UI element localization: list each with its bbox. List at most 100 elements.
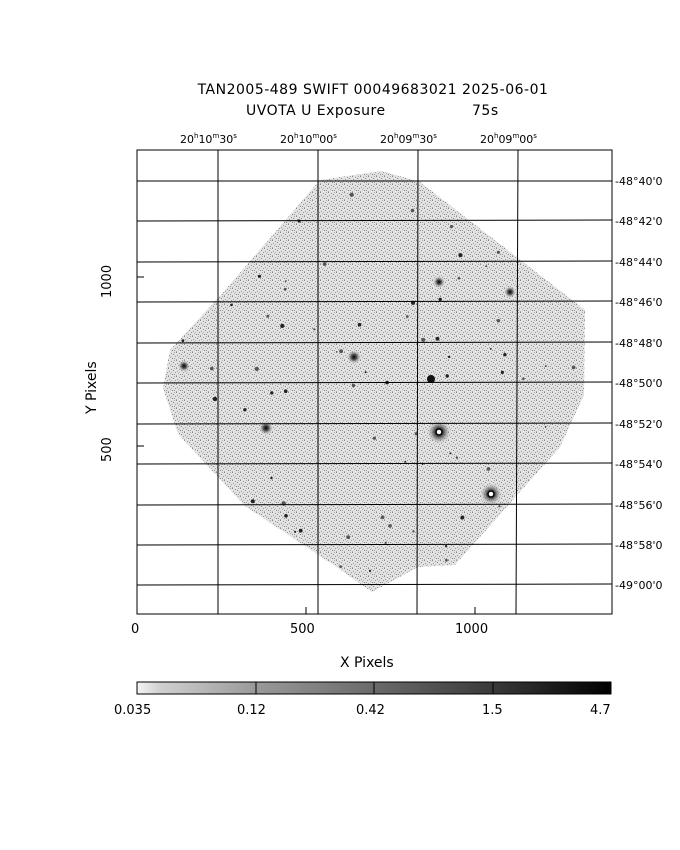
faint-star [571, 452, 575, 456]
faint-star [174, 523, 178, 526]
faint-star [364, 371, 367, 374]
x-tick-label: 500 [290, 622, 315, 637]
faint-star [444, 545, 448, 548]
x-axis-label: X Pixels [340, 655, 394, 671]
faint-star [412, 530, 415, 533]
bright-star-5 [178, 360, 190, 372]
faint-star [204, 225, 207, 228]
faint-star [388, 524, 392, 528]
faint-star [270, 391, 274, 395]
dec-label: -48°40'0 [615, 175, 663, 188]
faint-star [254, 366, 259, 371]
faint-star [445, 558, 448, 562]
dec-label: -48°54'0 [615, 458, 663, 471]
faint-star [280, 323, 285, 328]
faint-star [427, 580, 432, 585]
faint-star [257, 274, 262, 278]
faint-star [349, 192, 354, 197]
faint-star [368, 569, 372, 573]
colorbar-tick-label: 0.42 [356, 703, 385, 718]
faint-star [372, 436, 376, 440]
faint-star [322, 262, 327, 266]
faint-star [266, 314, 270, 318]
ra-label-3: 20h09m30s [380, 132, 437, 146]
faint-star [449, 224, 454, 229]
faint-star [336, 351, 338, 353]
faint-star [189, 306, 193, 310]
faint-star [235, 546, 239, 549]
faint-star [298, 528, 303, 533]
x-tick-label: 0 [131, 622, 140, 637]
faint-star [405, 315, 409, 318]
faint-star [339, 565, 342, 568]
coordinate-grid [136, 149, 613, 615]
faint-star [498, 505, 501, 508]
faint-star [384, 541, 387, 545]
faint-star [243, 408, 247, 412]
faint-star [410, 208, 415, 213]
faint-star [380, 515, 385, 520]
faint-star [404, 460, 407, 463]
dec-label: -48°50'0 [615, 377, 663, 390]
colorbar-tick-label: 4.7 [590, 703, 611, 718]
bright-star-2-core [487, 490, 495, 498]
faint-star [308, 173, 312, 177]
faint-star [313, 328, 316, 331]
colorbar-tick-label: 0.12 [237, 703, 266, 718]
faint-star [573, 184, 577, 187]
image-title: TAN2005-489 SWIFT 00049683021 2025-06-01 [197, 82, 549, 98]
colorbar [136, 681, 612, 695]
faint-star [485, 265, 488, 268]
faint-star [486, 467, 491, 471]
bright-star-3 [259, 421, 273, 435]
dec-label: -48°48'0 [615, 337, 663, 350]
faint-star [283, 389, 288, 394]
faint-star [230, 303, 233, 307]
faint-star [496, 319, 501, 323]
faint-star [250, 499, 255, 504]
faint-star [489, 348, 492, 350]
filter-exposure-label: UVOTA U Exposure [246, 103, 386, 119]
faint-star [270, 476, 273, 480]
ra-label-1: 20h10m30s [180, 132, 237, 146]
faint-star [458, 253, 463, 258]
plot-frame [136, 149, 613, 615]
faint-star [435, 336, 440, 341]
x-tick-label: 1000 [455, 622, 489, 637]
faint-star [200, 272, 204, 276]
faint-star [421, 463, 424, 466]
faint-star [421, 337, 426, 342]
faint-star [357, 322, 362, 327]
colorbar-tick-label: 1.5 [482, 703, 503, 718]
faint-star [449, 452, 452, 455]
faint-star [573, 501, 577, 506]
ra-label-4: 20h09m00s [480, 132, 537, 146]
faint-star [269, 225, 273, 230]
faint-star [438, 297, 442, 302]
faint-star [206, 580, 210, 584]
faint-star [294, 530, 297, 533]
bright-star-7 [433, 276, 445, 288]
faint-star [257, 549, 262, 554]
faint-star [351, 383, 356, 388]
faint-star [455, 456, 459, 459]
faint-star [503, 353, 507, 357]
dec-label: -49°00'0 [615, 579, 663, 592]
colorbar-tick-label: 0.035 [114, 703, 152, 718]
faint-star [496, 250, 500, 254]
faint-star [210, 366, 214, 371]
faint-star [447, 355, 451, 359]
faint-star [283, 287, 287, 291]
faint-star [457, 276, 461, 280]
dec-label: -48°52'0 [615, 418, 663, 431]
faint-star [544, 365, 547, 367]
bright-star-8 [427, 375, 435, 383]
faint-star [571, 365, 576, 370]
faint-star [213, 233, 218, 239]
dec-label: -48°42'0 [615, 215, 663, 228]
dec-label: -48°46'0 [615, 296, 663, 309]
faint-star [460, 515, 465, 520]
dec-label: -48°58'0 [615, 539, 663, 552]
dec-label: -48°44'0 [615, 256, 663, 269]
